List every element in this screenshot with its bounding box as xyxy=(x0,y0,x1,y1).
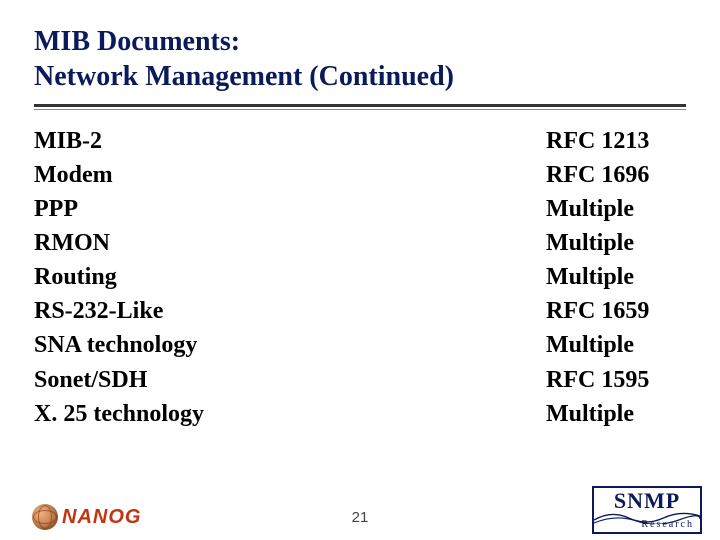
slide: MIB Documents: Network Management (Conti… xyxy=(0,0,720,540)
cell-topic: Routing xyxy=(34,260,117,294)
snmp-logo: SNMP Research xyxy=(592,486,702,534)
slide-title: MIB Documents: Network Management (Conti… xyxy=(34,24,686,94)
cell-ref: Multiple xyxy=(546,328,686,362)
table-row: SNA technology Multiple xyxy=(34,328,686,362)
cell-topic: RS-232-Like xyxy=(34,294,163,328)
table-row: Routing Multiple xyxy=(34,260,686,294)
title-line-1: MIB Documents: xyxy=(34,24,686,59)
table-row: X. 25 technology Multiple xyxy=(34,397,686,431)
cell-topic: RMON xyxy=(34,226,110,260)
cell-ref: Multiple xyxy=(546,397,686,431)
cell-topic: SNA technology xyxy=(34,328,197,362)
snmp-research-text: Research xyxy=(641,519,694,530)
cell-topic: X. 25 technology xyxy=(34,397,204,431)
nanog-logo: NANOG xyxy=(32,504,141,530)
cell-ref: RFC 1659 xyxy=(546,294,686,328)
snmp-text: SNMP xyxy=(594,490,700,512)
table-row: Modem RFC 1696 xyxy=(34,158,686,192)
table-row: Sonet/SDH RFC 1595 xyxy=(34,363,686,397)
divider-heavy xyxy=(34,104,686,107)
table-row: RS-232-Like RFC 1659 xyxy=(34,294,686,328)
table-row: RMON Multiple xyxy=(34,226,686,260)
globe-icon xyxy=(32,504,58,530)
cell-ref: Multiple xyxy=(546,226,686,260)
cell-topic: PPP xyxy=(34,192,78,226)
cell-topic: Sonet/SDH xyxy=(34,363,147,397)
cell-ref: RFC 1595 xyxy=(546,363,686,397)
mib-table: MIB-2 RFC 1213 Modem RFC 1696 PPP Multip… xyxy=(34,124,686,528)
nanog-text: NANOG xyxy=(62,506,141,529)
cell-ref: Multiple xyxy=(546,192,686,226)
cell-topic: Modem xyxy=(34,158,113,192)
cell-topic: MIB-2 xyxy=(34,124,102,158)
divider-light xyxy=(34,109,686,110)
table-row: MIB-2 RFC 1213 xyxy=(34,124,686,158)
cell-ref: Multiple xyxy=(546,260,686,294)
table-row: PPP Multiple xyxy=(34,192,686,226)
page-number: 21 xyxy=(352,509,369,526)
cell-ref: RFC 1696 xyxy=(546,158,686,192)
cell-ref: RFC 1213 xyxy=(546,124,686,158)
title-line-2: Network Management (Continued) xyxy=(34,59,686,94)
